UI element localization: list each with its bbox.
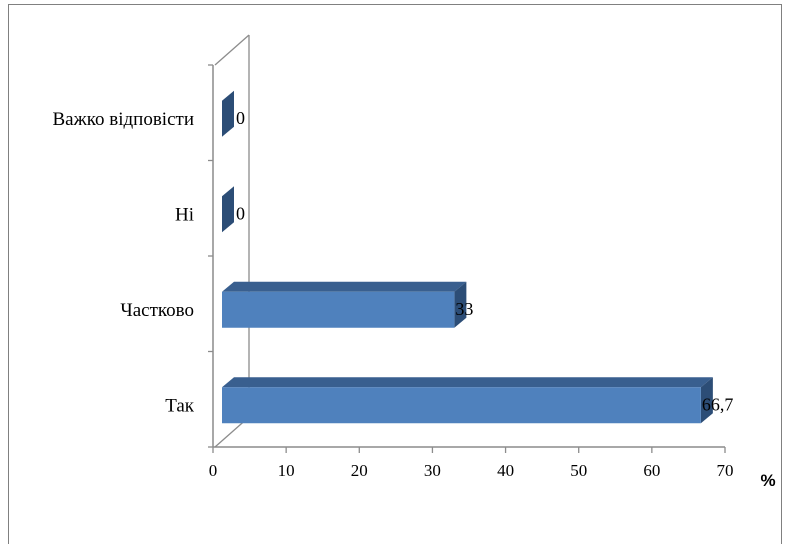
x-tick-label: 60 bbox=[643, 461, 660, 480]
x-tick-label: 70 bbox=[717, 461, 734, 480]
x-tick-label: 20 bbox=[351, 461, 368, 480]
bar-side bbox=[700, 377, 713, 424]
category-label: Так bbox=[165, 395, 195, 416]
bar bbox=[222, 387, 701, 424]
data-label: 33 bbox=[455, 299, 473, 319]
data-label: 66,7 bbox=[702, 394, 734, 414]
category-label: Частково bbox=[120, 300, 194, 321]
bar-top bbox=[222, 377, 713, 388]
data-label: 0 bbox=[236, 203, 245, 223]
bar-side bbox=[454, 281, 467, 328]
x-tick-label: 50 bbox=[570, 461, 587, 480]
x-tick-label: 30 bbox=[424, 461, 441, 480]
bar bbox=[222, 186, 234, 233]
category-label: Важко відповісти bbox=[53, 109, 195, 130]
category-label: Ні bbox=[175, 204, 194, 225]
x-tick-label: 10 bbox=[278, 461, 295, 480]
x-tick-label: 40 bbox=[497, 461, 514, 480]
bar bbox=[222, 291, 455, 328]
x-unit-label: % bbox=[760, 471, 775, 490]
data-label: 0 bbox=[236, 108, 245, 128]
bar bbox=[222, 90, 234, 137]
chart-frame bbox=[8, 4, 782, 544]
x-tick-label: 0 bbox=[209, 461, 218, 480]
bar-top bbox=[222, 281, 467, 292]
back-wall-top-edge bbox=[214, 34, 250, 66]
